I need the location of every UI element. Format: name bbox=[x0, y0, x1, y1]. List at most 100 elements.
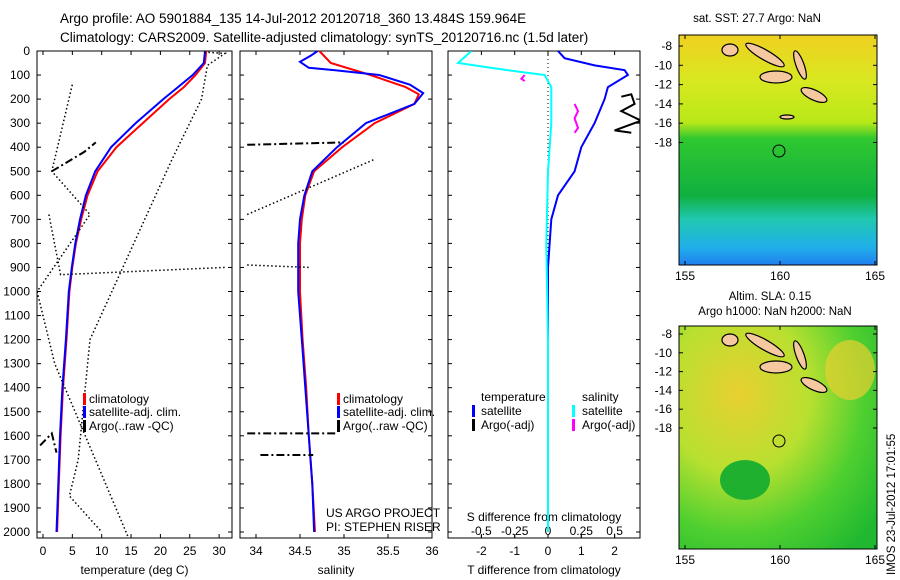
series-argo-raw-segment-2 bbox=[246, 158, 376, 216]
legend-swatch-climatology bbox=[337, 393, 340, 405]
series-satellite-adj-clim- bbox=[55, 51, 206, 533]
project-annotation: US ARGO PROJECT bbox=[326, 506, 441, 520]
map-y-tick-label: -10 bbox=[655, 346, 673, 360]
map-y-tick-label: -18 bbox=[655, 421, 673, 435]
sla-map-axes: 155 160 165 -8 -10 -12 -14 -16 -18 bbox=[655, 326, 885, 567]
y-tick-label: 0 bbox=[23, 44, 30, 58]
temperature-legend: climatology satellite-adj. clim. Argo(..… bbox=[83, 392, 181, 433]
x-tick-label: 35 bbox=[337, 544, 351, 558]
map-y-tick-label: -10 bbox=[655, 58, 673, 72]
salinity-legend: climatology satellite-adj. clim. Argo(..… bbox=[326, 392, 441, 534]
map-x-tick-label: 155 bbox=[675, 553, 695, 567]
x-tick-label: -1 bbox=[509, 544, 520, 558]
x-axis-label: T difference from climatology bbox=[467, 563, 621, 577]
y-tick-label: 400 bbox=[10, 140, 30, 154]
series-salinity-argo-adj-2 bbox=[573, 103, 580, 134]
legend-label: satellite bbox=[582, 404, 623, 418]
legend-swatch-t-satellite bbox=[472, 405, 475, 417]
x-tick-label: 36 bbox=[425, 544, 439, 558]
pi-annotation: PI: STEPHEN RISER bbox=[326, 520, 441, 534]
legend-label: satellite bbox=[481, 404, 522, 418]
y-tick-label: 1500 bbox=[3, 405, 30, 419]
legend-swatch-argo bbox=[337, 420, 340, 432]
y-tick-label: 700 bbox=[10, 212, 30, 226]
y-tick-label: 300 bbox=[10, 116, 30, 130]
x-tick-label: 25 bbox=[183, 544, 197, 558]
sla-map-title-1: Altim. SLA: 0.15 bbox=[729, 291, 811, 303]
sla-map-panel: Altim. SLA: 0.15 Argo h1000: NaN h2000: … bbox=[655, 291, 886, 567]
series-argo-raw-qc- bbox=[68, 51, 228, 533]
legend-swatch-satellite bbox=[83, 406, 86, 418]
plot-frame bbox=[239, 50, 433, 539]
y-tick-label: 1600 bbox=[3, 429, 30, 443]
series-argo-raw-segment-5 bbox=[39, 431, 58, 453]
difference-panel: -2 -1 0 1 2 T difference from climatology -0.5… bbox=[447, 50, 641, 577]
map-y-tick-label: -14 bbox=[655, 383, 673, 397]
y-tick-label: 2000 bbox=[3, 525, 30, 539]
legend-swatch-argo bbox=[83, 420, 86, 432]
map-y-tick-label: -12 bbox=[655, 78, 673, 92]
map-y-tick-label: -16 bbox=[655, 116, 673, 130]
x-axis-label: salinity bbox=[318, 563, 355, 577]
imos-timestamp: IMOS 23-Jul-2012 17:01:55 bbox=[886, 434, 898, 575]
salinity-panel: 34 34.5 35 35.5 36 salinity bbox=[239, 50, 439, 577]
map-x-tick-label: 165 bbox=[865, 553, 885, 567]
y-tick-label: 1800 bbox=[3, 477, 30, 491]
series-salinity-argo-adj- bbox=[519, 74, 526, 82]
series-argo-raw-segment-2 bbox=[37, 84, 130, 538]
map-y-tick-label: -8 bbox=[661, 39, 672, 53]
y-tick-label: 1100 bbox=[4, 309, 30, 323]
legend-group-title: salinity bbox=[582, 390, 619, 404]
x-tick-label: 34.5 bbox=[288, 544, 312, 558]
map-x-tick-label: 155 bbox=[675, 269, 695, 283]
y-tick-label: 1900 bbox=[3, 501, 30, 515]
legend-label: satellite-adj. clim. bbox=[343, 405, 435, 419]
y-tick-label: 600 bbox=[10, 188, 30, 202]
y-tick-label: 500 bbox=[10, 164, 30, 178]
sst-map-frame bbox=[678, 34, 878, 266]
x-axis-label: temperature (deg C) bbox=[80, 563, 188, 577]
legend-label: climatology bbox=[89, 392, 149, 406]
legend-label: satellite-adj. clim. bbox=[89, 405, 181, 419]
map-x-tick-label: 160 bbox=[770, 269, 790, 283]
land-islands bbox=[721, 332, 828, 394]
y-tick-label: 900 bbox=[10, 260, 30, 274]
series-argo-raw-segment-3 bbox=[48, 214, 226, 276]
land-islands bbox=[721, 42, 828, 120]
x-tick-label: 0 bbox=[40, 544, 47, 558]
sst-map-title: sat. SST: 27.7 Argo: NaN bbox=[693, 13, 821, 25]
x-tick-label: 15 bbox=[124, 544, 138, 558]
x-tick-label: 30 bbox=[212, 544, 226, 558]
y-tick-label: 100 bbox=[10, 68, 30, 82]
legend-label: climatology bbox=[343, 392, 403, 406]
y-tick-label: 1400 bbox=[3, 381, 30, 395]
sla-map-title-2: Argo h1000: NaN h2000: NaN bbox=[698, 306, 851, 318]
sla-high-region bbox=[825, 340, 875, 400]
legend-label: Argo(..raw -QC) bbox=[343, 419, 428, 433]
x-tick-label: 0 bbox=[545, 544, 552, 558]
sst-field bbox=[679, 35, 877, 265]
map-y-tick-label: -12 bbox=[655, 365, 673, 379]
x-tick-label: 35.5 bbox=[376, 544, 400, 558]
s-tick-label: 0.25 bbox=[570, 524, 594, 538]
sst-map-axes: 155 160 165 -8 -10 -12 -14 -16 -18 bbox=[655, 35, 885, 283]
legend-label: Argo(-adj) bbox=[481, 418, 534, 432]
y-tick-label: 1300 bbox=[3, 357, 30, 371]
plot-frame bbox=[447, 50, 641, 539]
series-temperature-argo-adj- bbox=[614, 93, 640, 134]
series-argo-raw-segment-4 bbox=[51, 141, 97, 173]
series-satellite-adj-clim- bbox=[297, 51, 425, 533]
legend-swatch-climatology bbox=[83, 393, 86, 405]
map-y-tick-label: -8 bbox=[661, 327, 672, 341]
series-salinity-satellite bbox=[455, 51, 553, 532]
x-tick-label: 5 bbox=[69, 544, 76, 558]
series-argo-raw-qc- bbox=[247, 141, 345, 146]
s-tick-label: -0.25 bbox=[501, 524, 529, 538]
legend-swatch-s-argo bbox=[572, 419, 575, 431]
sla-low-region bbox=[720, 460, 770, 500]
map-y-tick-label: -14 bbox=[655, 97, 673, 111]
y-tick-label: 800 bbox=[10, 236, 30, 250]
y-tick-label: 1000 bbox=[3, 285, 30, 299]
y-tick-label: 1200 bbox=[3, 333, 30, 347]
